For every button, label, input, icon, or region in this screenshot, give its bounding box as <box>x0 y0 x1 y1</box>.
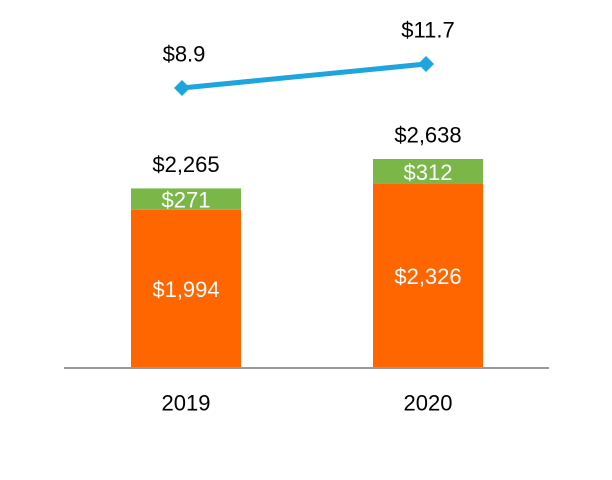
total-label-2019: $2,265 <box>152 152 219 177</box>
labels-layer: $1,994 $271 $2,265 2019 $2,326 $312 $2,638 2020… <box>152 18 461 416</box>
bar-label-2019-segment-1: $1,994 <box>152 277 219 302</box>
x-tick-label-2019: 2019 <box>162 391 211 416</box>
line-label-2020: $11.7 <box>401 18 454 43</box>
bar-2020-segment-1 <box>373 183 483 367</box>
bar-2019-segment-2 <box>131 188 241 210</box>
bar-2020-segment-2 <box>373 159 483 184</box>
bar-label-2020-segment-2: $312 <box>404 160 453 185</box>
line-series-path <box>181 61 427 91</box>
line-marker-2019 <box>174 80 190 96</box>
line-label-2019: $8.9 <box>163 42 206 67</box>
bar-2019-segment-1 <box>131 209 241 367</box>
line-layer <box>174 56 434 96</box>
bar-label-2020-segment-1: $2,326 <box>394 264 461 289</box>
bars-layer <box>131 159 483 367</box>
line-marker-2020 <box>418 56 434 72</box>
bar-label-2019-segment-2: $271 <box>162 188 211 213</box>
total-label-2020: $2,638 <box>394 123 461 148</box>
x-tick-label-2020: 2020 <box>404 391 453 416</box>
